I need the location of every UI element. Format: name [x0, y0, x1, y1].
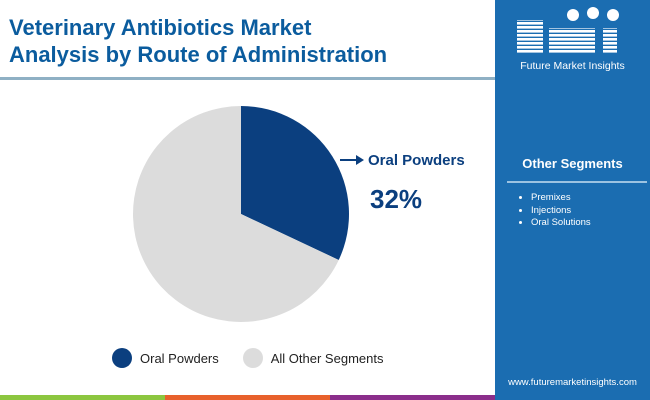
callout-value: 32%: [370, 184, 423, 214]
pie-slice-all-other-segments: [133, 106, 339, 322]
sidebar-panel: Future Market Insights Other Segments Pr…: [495, 0, 650, 400]
stripe-green: [0, 395, 165, 400]
legend-label: Oral Powders: [140, 350, 219, 366]
other-segments-list: Premixes Injections Oral Solutions: [521, 192, 591, 230]
other-segments-title: Other Segments: [522, 156, 623, 171]
legend-swatch: [242, 348, 263, 368]
callout-arrow-icon: [356, 155, 364, 165]
fmi-logo: [517, 7, 619, 54]
pie-chart: [133, 106, 364, 322]
legend: Oral Powders All Other Segments: [112, 348, 383, 368]
website-url: www.futuremarketinsights.com: [508, 377, 637, 388]
legend-item-oral-powders: Oral Powders: [112, 348, 219, 368]
legend-label: All Other Segments: [270, 350, 384, 366]
segment-item: Oral Solutions: [531, 217, 591, 230]
title-line-1: Veterinary Antibiotics Market: [9, 15, 312, 40]
segment-item: Premixes: [531, 192, 591, 205]
segment-item: Injections: [531, 205, 591, 218]
title-line-2: Analysis by Route of Administration: [9, 42, 388, 67]
callout-label: Oral Powders: [368, 152, 465, 169]
chart-title: Veterinary Antibiotics Market Analysis b…: [9, 14, 487, 68]
other-segments-divider: [507, 181, 647, 183]
title-divider: [0, 77, 495, 80]
pie-slice-oral-powders: [241, 106, 349, 260]
legend-swatch: [112, 348, 132, 368]
brand-name: Future Market Insights: [520, 60, 625, 72]
stripe-orange: [165, 395, 330, 400]
stripe-purple: [330, 395, 495, 400]
legend-item-other: All Other Segments: [242, 348, 384, 368]
